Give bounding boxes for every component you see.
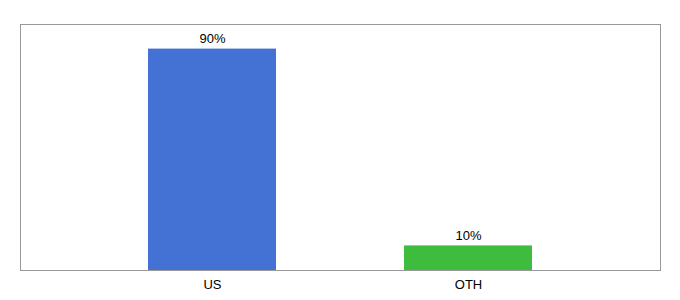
- svg-text:10%: 10%: [455, 228, 481, 243]
- svg-text:90%: 90%: [199, 31, 225, 46]
- svg-text:US: US: [203, 277, 221, 292]
- svg-text:OTH: OTH: [455, 277, 482, 292]
